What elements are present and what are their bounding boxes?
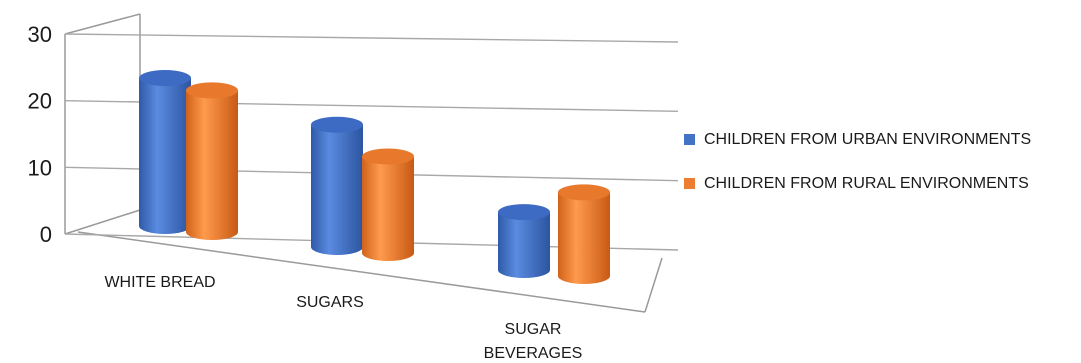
x-axis-labels: WHITE BREAD SUGARS SUGAR BEVERAGES (104, 274, 582, 362)
wall-corner-top (64, 13, 141, 35)
bar-top (362, 148, 414, 165)
bar-body (558, 192, 610, 284)
legend: CHILDREN FROM URBAN ENVIRONMENTS CHILDRE… (684, 128, 1079, 196)
legend-label-rural: CHILDREN FROM RURAL ENVIRONMENTS (704, 175, 1029, 192)
legend-item-rural: CHILDREN FROM RURAL ENVIRONMENTS (684, 172, 1079, 196)
bar-body (362, 156, 414, 261)
bar-rural-3 (558, 184, 610, 284)
x-tick-label: SUGAR BEVERAGES (484, 321, 583, 362)
bar-rural-1 (186, 82, 238, 240)
bar-top (498, 204, 550, 221)
bar-top (139, 70, 191, 86)
bar-body (498, 212, 550, 278)
y-tick-label: 10 (28, 155, 52, 180)
bars (139, 70, 610, 284)
bar-body (139, 78, 191, 234)
y-axis-ticks: 0 10 20 30 (28, 22, 52, 247)
bar-body (186, 90, 238, 240)
legend-label-urban: CHILDREN FROM URBAN ENVIRONMENTS (704, 131, 1032, 148)
bar-urban-1 (139, 70, 191, 234)
y-tick-label: 20 (28, 89, 52, 114)
bar-top (558, 184, 610, 201)
gridline (64, 33, 679, 43)
bar-rural-2 (362, 148, 414, 261)
bar-top (186, 82, 238, 99)
legend-swatch-urban (684, 134, 695, 145)
y-tick-label: 30 (28, 22, 52, 47)
bar-urban-3 (498, 204, 550, 278)
bar-top (311, 116, 363, 133)
legend-swatch-rural (684, 178, 695, 189)
floor-right-edge (644, 257, 663, 313)
x-tick-label: WHITE BREAD (104, 274, 215, 291)
bar-urban-2 (311, 116, 363, 255)
floor-front-edge (77, 231, 646, 313)
legend-item-urban: CHILDREN FROM URBAN ENVIRONMENTS (684, 128, 1079, 152)
x-tick-label: SUGARS (296, 294, 364, 311)
y-tick-label: 0 (40, 222, 52, 247)
wall-corner-bottom (64, 209, 141, 235)
bar-body (311, 124, 363, 255)
